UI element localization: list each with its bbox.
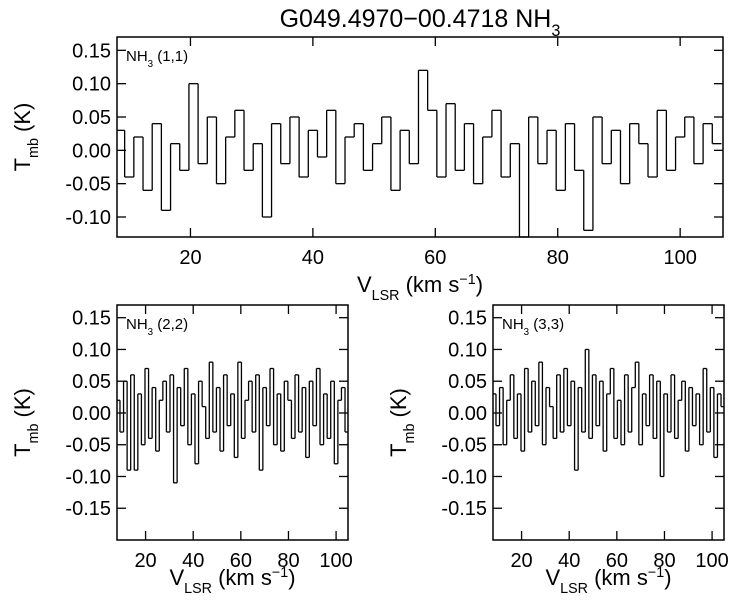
y-tick-label: 0.15 (448, 308, 487, 330)
y-tick-label: 0.15 (72, 40, 111, 62)
plot-frame (116, 36, 724, 238)
x-axis-label-part: LSR (372, 288, 400, 304)
panel-label: NH3 (3,3) (502, 316, 564, 338)
y-tick-label: -0.05 (65, 435, 111, 457)
y-tick-label: 0.10 (72, 74, 111, 96)
y-axis-label: Tmb (K) (10, 103, 42, 172)
x-tick-label: 20 (134, 550, 156, 572)
y-tick-label: 0.10 (72, 339, 111, 361)
panel-label-part: NH (126, 316, 148, 333)
y-tick-label: -0.05 (65, 174, 111, 196)
x-axis-label-part: LSR (560, 581, 588, 597)
y-tick-label: -0.15 (65, 498, 111, 520)
x-tick-label: 80 (653, 550, 675, 572)
y-axis-label-part: T (386, 443, 411, 456)
x-axis-label-part: (km s (399, 272, 459, 297)
panel-label: NH3 (2,2) (126, 316, 188, 338)
plot-frame (116, 304, 349, 541)
panel-label-part: (2,2) (153, 316, 188, 333)
x-tick-label: 20 (179, 247, 201, 269)
panel-label-part: NH (502, 316, 524, 333)
y-tick-label: -0.10 (441, 466, 487, 488)
y-axis-label-part: T (10, 443, 35, 456)
y-axis-label-part: (K) (386, 388, 411, 423)
y-tick-label: 0.05 (72, 107, 111, 129)
x-axis-label-part: ) (664, 565, 671, 590)
x-tick-label: 80 (547, 247, 569, 269)
y-tick-label: 0.00 (448, 403, 487, 425)
chart-title: G049.4970−00.4718 NH3 (280, 5, 561, 40)
y-axis-label-part: (K) (10, 388, 35, 423)
panel-label: NH3 (1,1) (126, 48, 188, 70)
x-axis-label-part: V (169, 565, 184, 590)
y-tick-label: 0.05 (72, 371, 111, 393)
x-tick-label: 60 (230, 550, 252, 572)
spectrum (117, 69, 722, 238)
spectrum (493, 348, 724, 478)
x-tick-label: 100 (695, 550, 728, 572)
panel-label-part: (1,1) (153, 48, 188, 65)
x-tick-label: 100 (663, 247, 696, 269)
x-axis-label-part: V (545, 565, 560, 590)
y-tick-label: -0.10 (65, 207, 111, 229)
y-tick-label: -0.10 (65, 466, 111, 488)
x-tick-label: 40 (302, 247, 324, 269)
y-tick-label: 0.10 (448, 339, 487, 361)
panel-label-part: 3 (148, 59, 153, 70)
y-axis-label: Tmb (K) (386, 388, 418, 457)
panel-label-part: 3 (148, 327, 153, 338)
x-axis-label-part: −1 (459, 272, 475, 288)
x-axis-label-part: ) (476, 272, 483, 297)
x-axis-label-part: LSR (184, 581, 212, 597)
chart-title-part: G049.4970−00.4718 NH (280, 5, 552, 33)
x-tick-label: 60 (606, 550, 628, 572)
y-axis-label: Tmb (K) (10, 388, 42, 457)
x-axis-label-part: (km s (212, 565, 272, 590)
y-axis-label-part: (K) (10, 103, 35, 138)
chart-title-part: 3 (551, 22, 560, 40)
x-tick-label: 40 (182, 550, 204, 572)
x-tick-label: 40 (558, 550, 580, 572)
y-tick-label: 0.05 (448, 371, 487, 393)
panel-label-part: NH (126, 48, 148, 65)
x-axis-label-part: V (357, 272, 372, 297)
y-tick-label: -0.15 (441, 498, 487, 520)
x-axis-label: VLSR (km s−1) (357, 272, 483, 304)
panel-label-part: (3,3) (529, 316, 564, 333)
y-tick-label: -0.05 (441, 435, 487, 457)
plot-frame (492, 304, 725, 541)
x-axis-label-part: −1 (272, 565, 288, 581)
y-axis-label-part: mb (26, 424, 42, 444)
x-axis-label-part: ) (288, 565, 295, 590)
x-tick-label: 20 (510, 550, 532, 572)
x-tick-label: 80 (277, 550, 299, 572)
spectrum (117, 361, 348, 484)
y-axis-label-part: T (10, 158, 35, 171)
x-axis-label: VLSR (km s−1) (169, 565, 295, 597)
y-axis-label-part: mb (26, 138, 42, 158)
x-axis-label-part: (km s (588, 565, 648, 590)
x-axis-label: VLSR (km s−1) (545, 565, 671, 597)
panel-label-part: 3 (524, 327, 529, 338)
y-tick-label: 0.00 (72, 140, 111, 162)
x-tick-label: 60 (424, 247, 446, 269)
x-axis-label-part: −1 (648, 565, 664, 581)
y-tick-label: 0.15 (72, 308, 111, 330)
x-tick-label: 100 (319, 550, 352, 572)
y-tick-label: 0.00 (72, 403, 111, 425)
y-axis-label-part: mb (402, 424, 418, 444)
